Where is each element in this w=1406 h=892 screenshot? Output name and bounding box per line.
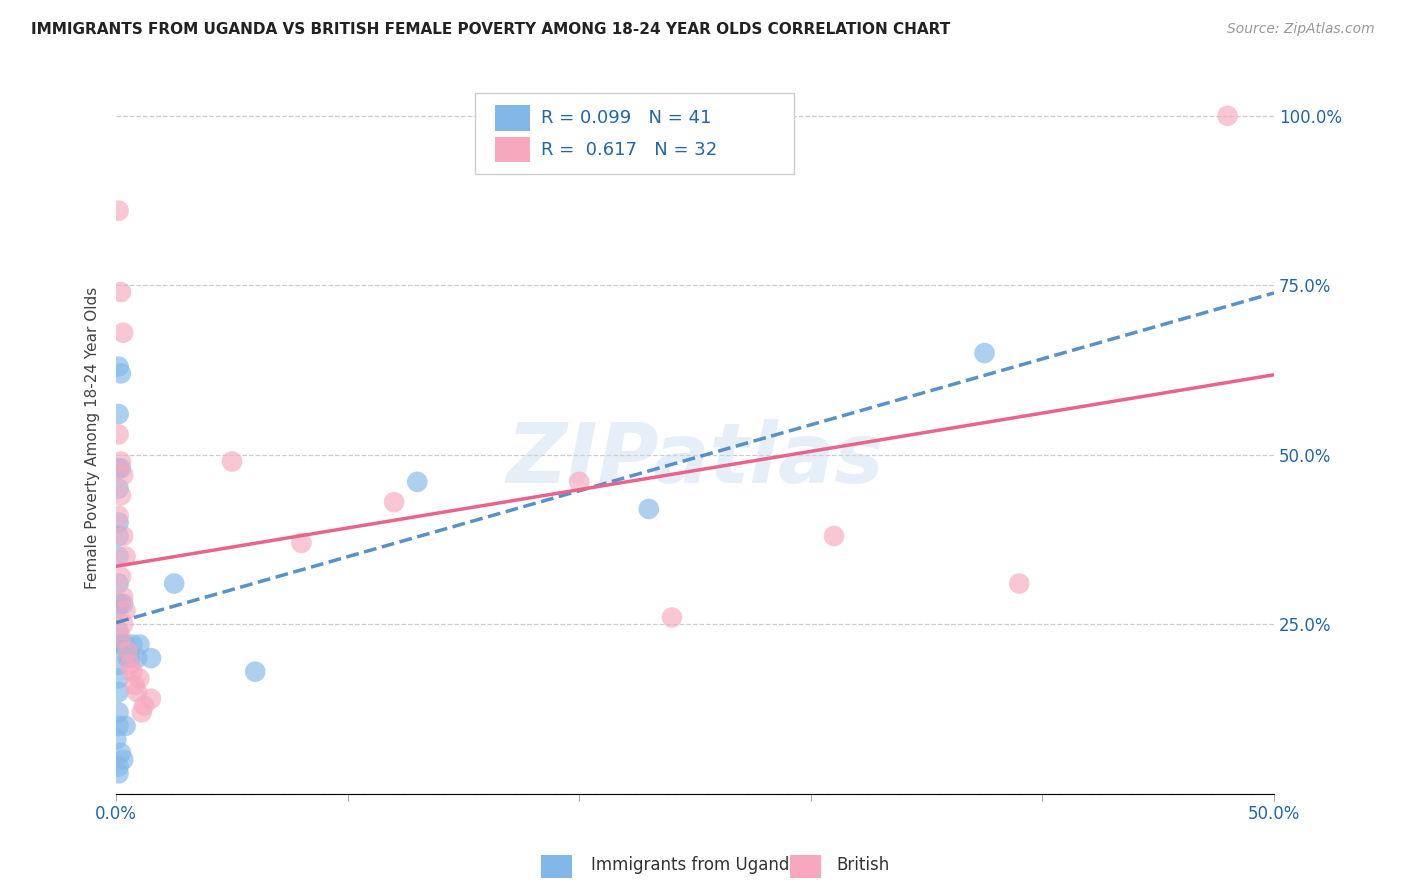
Point [107, 759, 129, 773]
Point [110, 461, 132, 475]
Point [117, 644, 139, 658]
Point [107, 549, 129, 564]
Point [120, 657, 142, 672]
Point [637, 502, 659, 516]
Point [107, 203, 129, 218]
Point [110, 631, 132, 645]
Point [973, 346, 995, 360]
Point [107, 359, 129, 374]
Point [107, 638, 129, 652]
Point [107, 706, 129, 720]
Point [139, 691, 162, 706]
Text: British: British [837, 856, 890, 874]
Point [117, 651, 139, 665]
Point [112, 753, 135, 767]
Text: Immigrants from Uganda: Immigrants from Uganda [591, 856, 799, 874]
Point [114, 549, 136, 564]
Y-axis label: Female Poverty Among 18-24 Year Olds: Female Poverty Among 18-24 Year Olds [86, 286, 100, 589]
Point [112, 326, 135, 340]
Point [107, 672, 129, 686]
Text: IMMIGRANTS FROM UGANDA VS BRITISH FEMALE POVERTY AMONG 18-24 YEAR OLDS CORRELATI: IMMIGRANTS FROM UGANDA VS BRITISH FEMALE… [31, 22, 950, 37]
Text: R =  0.617   N = 32: R = 0.617 N = 32 [541, 141, 717, 159]
FancyBboxPatch shape [495, 136, 530, 162]
Point [110, 367, 132, 381]
Point [132, 698, 155, 713]
Point [107, 508, 129, 523]
Point [131, 706, 153, 720]
Point [221, 454, 243, 468]
Point [406, 475, 429, 489]
Point [112, 617, 135, 632]
Point [114, 638, 136, 652]
Point [128, 638, 150, 652]
Point [107, 685, 129, 699]
Point [107, 719, 129, 733]
Point [382, 495, 405, 509]
Point [107, 657, 129, 672]
Point [110, 570, 132, 584]
Point [110, 488, 132, 502]
Point [120, 651, 142, 665]
Point [114, 719, 136, 733]
Point [290, 536, 312, 550]
Point [107, 461, 129, 475]
Point [107, 529, 129, 543]
Point [107, 482, 129, 496]
Point [107, 624, 129, 638]
FancyBboxPatch shape [475, 93, 793, 175]
Point [139, 651, 162, 665]
Point [245, 665, 267, 679]
Point [107, 427, 129, 442]
Point [110, 597, 132, 611]
Point [105, 604, 128, 618]
Point [107, 597, 129, 611]
Point [823, 529, 845, 543]
Point [107, 516, 129, 530]
Point [128, 672, 150, 686]
Point [568, 475, 591, 489]
Point [127, 651, 149, 665]
Point [110, 454, 132, 468]
Text: ZIPatlas: ZIPatlas [506, 418, 884, 500]
FancyBboxPatch shape [495, 105, 530, 131]
Point [121, 638, 143, 652]
Point [112, 638, 135, 652]
Point [163, 576, 186, 591]
Point [105, 732, 128, 747]
Point [121, 665, 143, 679]
Point [110, 285, 132, 299]
Point [1216, 109, 1239, 123]
Point [112, 597, 135, 611]
Point [107, 766, 129, 780]
Point [107, 407, 129, 421]
Point [124, 678, 146, 692]
Point [107, 576, 129, 591]
Point [112, 590, 135, 604]
Point [112, 468, 135, 483]
Text: R = 0.099   N = 41: R = 0.099 N = 41 [541, 109, 711, 128]
Point [110, 638, 132, 652]
Point [112, 529, 135, 543]
Point [110, 746, 132, 760]
Point [114, 604, 136, 618]
Point [127, 685, 149, 699]
Point [1008, 576, 1031, 591]
Text: Source: ZipAtlas.com: Source: ZipAtlas.com [1227, 22, 1375, 37]
Point [661, 610, 683, 624]
